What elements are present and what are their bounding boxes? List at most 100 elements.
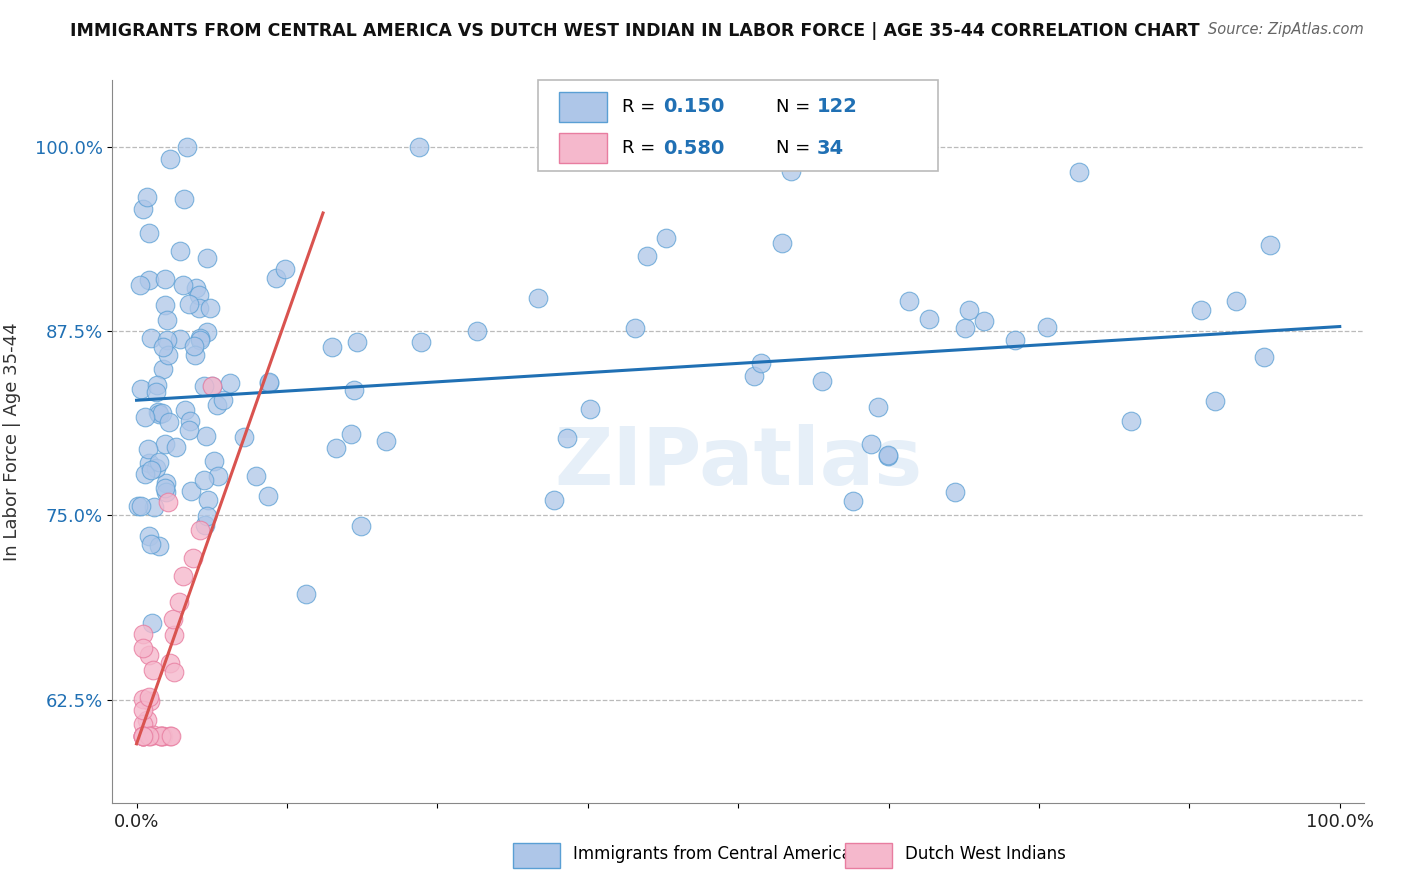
Point [131,692,153,706]
Point [1253,351,1275,365]
Text: N =: N = [776,139,810,157]
Point [1121,414,1143,428]
Point [749,356,772,370]
Point [1260,237,1282,252]
Point [131,703,153,717]
Point [918,312,941,326]
Point [179,297,201,311]
Point [526,291,548,305]
Text: 122: 122 [817,97,858,116]
Point [167,594,190,608]
Point [138,456,160,470]
Point [134,467,156,481]
Point [177,424,200,438]
Point [197,492,219,507]
Point [138,226,160,240]
Point [274,262,297,277]
Point [153,298,176,312]
FancyBboxPatch shape [538,80,938,170]
Point [202,454,225,468]
Point [138,273,160,287]
Point [155,476,177,491]
Point [159,730,181,744]
Point [172,278,194,293]
Point [138,690,160,705]
Point [780,164,803,178]
Point [188,523,211,537]
Point [543,492,565,507]
Point [1189,303,1212,318]
Point [131,730,153,744]
Point [138,648,160,663]
Point [150,406,173,420]
Point [148,539,170,553]
Text: Source: ZipAtlas.com: Source: ZipAtlas.com [1208,22,1364,37]
Point [152,361,174,376]
Point [131,641,153,656]
Point [145,460,167,475]
Text: 0.580: 0.580 [664,139,724,158]
Point [212,392,235,407]
Point [188,333,211,347]
Point [145,385,167,400]
Point [142,663,165,677]
Point [957,302,980,317]
Point [555,431,578,445]
Text: Dutch West Indians: Dutch West Indians [904,845,1066,863]
Point [131,730,153,744]
Point [409,335,432,350]
Point [136,442,159,456]
Point [150,730,173,744]
Point [169,332,191,346]
Point [153,272,176,286]
Point [148,408,170,422]
Point [375,434,398,448]
Point [183,339,205,353]
Point [1036,319,1059,334]
Point [159,656,181,670]
Point [131,730,153,744]
Point [131,730,153,744]
FancyBboxPatch shape [560,92,607,122]
Point [408,139,430,153]
Point [176,139,198,153]
Point [188,288,211,302]
Point [131,730,153,744]
Text: R =: R = [621,98,655,116]
Point [195,428,218,442]
Point [129,383,152,397]
Point [188,301,211,315]
Point [200,301,222,315]
Text: 0.150: 0.150 [664,97,724,116]
Point [245,469,267,483]
Point [259,376,281,390]
Point [180,484,202,499]
Point [138,529,160,543]
Point [159,153,181,167]
Point [343,383,366,397]
Point [1225,294,1247,309]
Y-axis label: In Labor Force | Age 35-44: In Labor Force | Age 35-44 [3,322,21,561]
Point [156,334,179,348]
Point [321,339,343,353]
Point [173,192,195,206]
Point [141,616,163,631]
Point [193,473,215,487]
Point [637,249,659,263]
Point [129,499,152,513]
Point [153,481,176,495]
Point [139,537,162,551]
Point [163,628,186,642]
Point [159,730,181,744]
Point [146,405,169,419]
Point [181,551,204,566]
Text: R =: R = [621,139,655,157]
Point [184,281,207,295]
Text: Immigrants from Central America: Immigrants from Central America [574,845,852,863]
Text: IMMIGRANTS FROM CENTRAL AMERICA VS DUTCH WEST INDIAN IN LABOR FORCE | AGE 35-44 : IMMIGRANTS FROM CENTRAL AMERICA VS DUTCH… [70,22,1199,40]
Point [193,379,215,393]
Point [195,325,218,339]
Point [623,321,645,335]
Point [128,277,150,292]
Point [953,321,976,335]
